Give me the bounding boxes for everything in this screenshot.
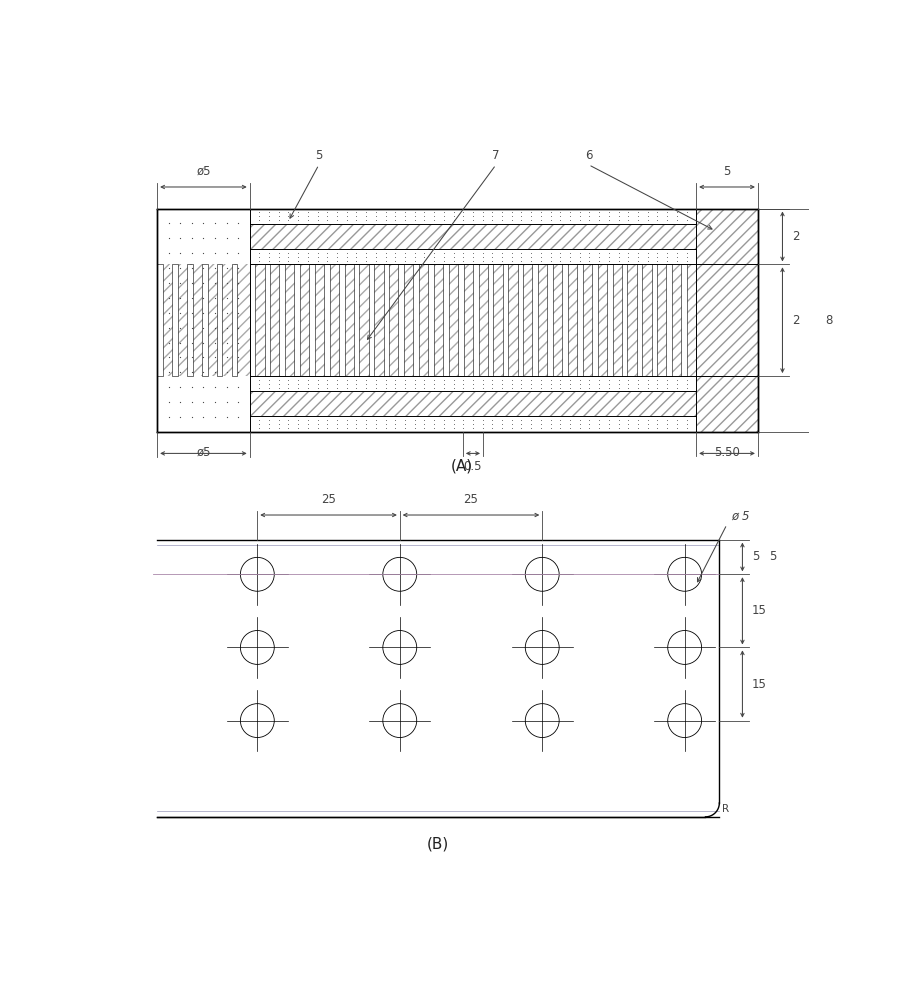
Text: 15: 15 — [751, 604, 767, 617]
Bar — [250, 264, 255, 376]
Text: 2: 2 — [792, 314, 799, 327]
Bar — [592, 264, 597, 376]
Text: 5.50: 5.50 — [714, 446, 740, 459]
Text: 6: 6 — [585, 149, 592, 162]
Bar — [250, 391, 696, 416]
Bar — [562, 264, 568, 376]
Bar — [503, 264, 508, 376]
Bar — [414, 264, 419, 376]
Bar — [158, 264, 696, 376]
Bar — [532, 264, 538, 376]
Bar — [517, 264, 523, 376]
Text: R: R — [723, 804, 730, 814]
Bar — [443, 264, 449, 376]
Text: 5: 5 — [724, 165, 731, 178]
Bar — [265, 264, 270, 376]
Bar — [473, 264, 478, 376]
Text: ø5: ø5 — [196, 446, 211, 459]
Text: ø 5: ø 5 — [731, 510, 750, 523]
Bar — [384, 264, 389, 376]
Bar — [667, 264, 672, 376]
Bar — [681, 264, 687, 376]
Text: ø5: ø5 — [196, 165, 211, 178]
Text: 8: 8 — [824, 314, 833, 327]
Bar — [548, 264, 553, 376]
Text: (B): (B) — [427, 836, 450, 851]
Bar — [607, 264, 613, 376]
Bar — [217, 264, 223, 376]
Bar — [295, 264, 300, 376]
Text: 5: 5 — [751, 550, 759, 563]
Text: 0.5: 0.5 — [464, 460, 482, 473]
Text: 25: 25 — [464, 493, 478, 506]
Bar — [279, 264, 285, 376]
Text: 5: 5 — [769, 550, 777, 563]
Bar — [339, 264, 344, 376]
Text: 2: 2 — [792, 230, 799, 243]
Bar — [187, 264, 193, 376]
Text: 25: 25 — [321, 493, 336, 506]
Text: (A): (A) — [450, 459, 472, 474]
Bar — [172, 264, 177, 376]
Bar — [637, 264, 642, 376]
Bar — [232, 264, 237, 376]
Bar — [250, 224, 696, 249]
Bar — [324, 264, 330, 376]
Bar — [622, 264, 627, 376]
Bar — [398, 264, 405, 376]
Text: 15: 15 — [751, 678, 767, 691]
Text: 7: 7 — [492, 149, 500, 162]
Bar — [428, 264, 434, 376]
Bar — [696, 209, 758, 432]
Bar — [578, 264, 583, 376]
Bar — [202, 264, 207, 376]
Bar — [458, 264, 464, 376]
Bar — [651, 264, 657, 376]
Bar — [158, 264, 163, 376]
Text: 5: 5 — [315, 149, 323, 162]
Bar — [487, 264, 494, 376]
Bar — [369, 264, 375, 376]
Bar — [354, 264, 359, 376]
Bar — [309, 264, 314, 376]
